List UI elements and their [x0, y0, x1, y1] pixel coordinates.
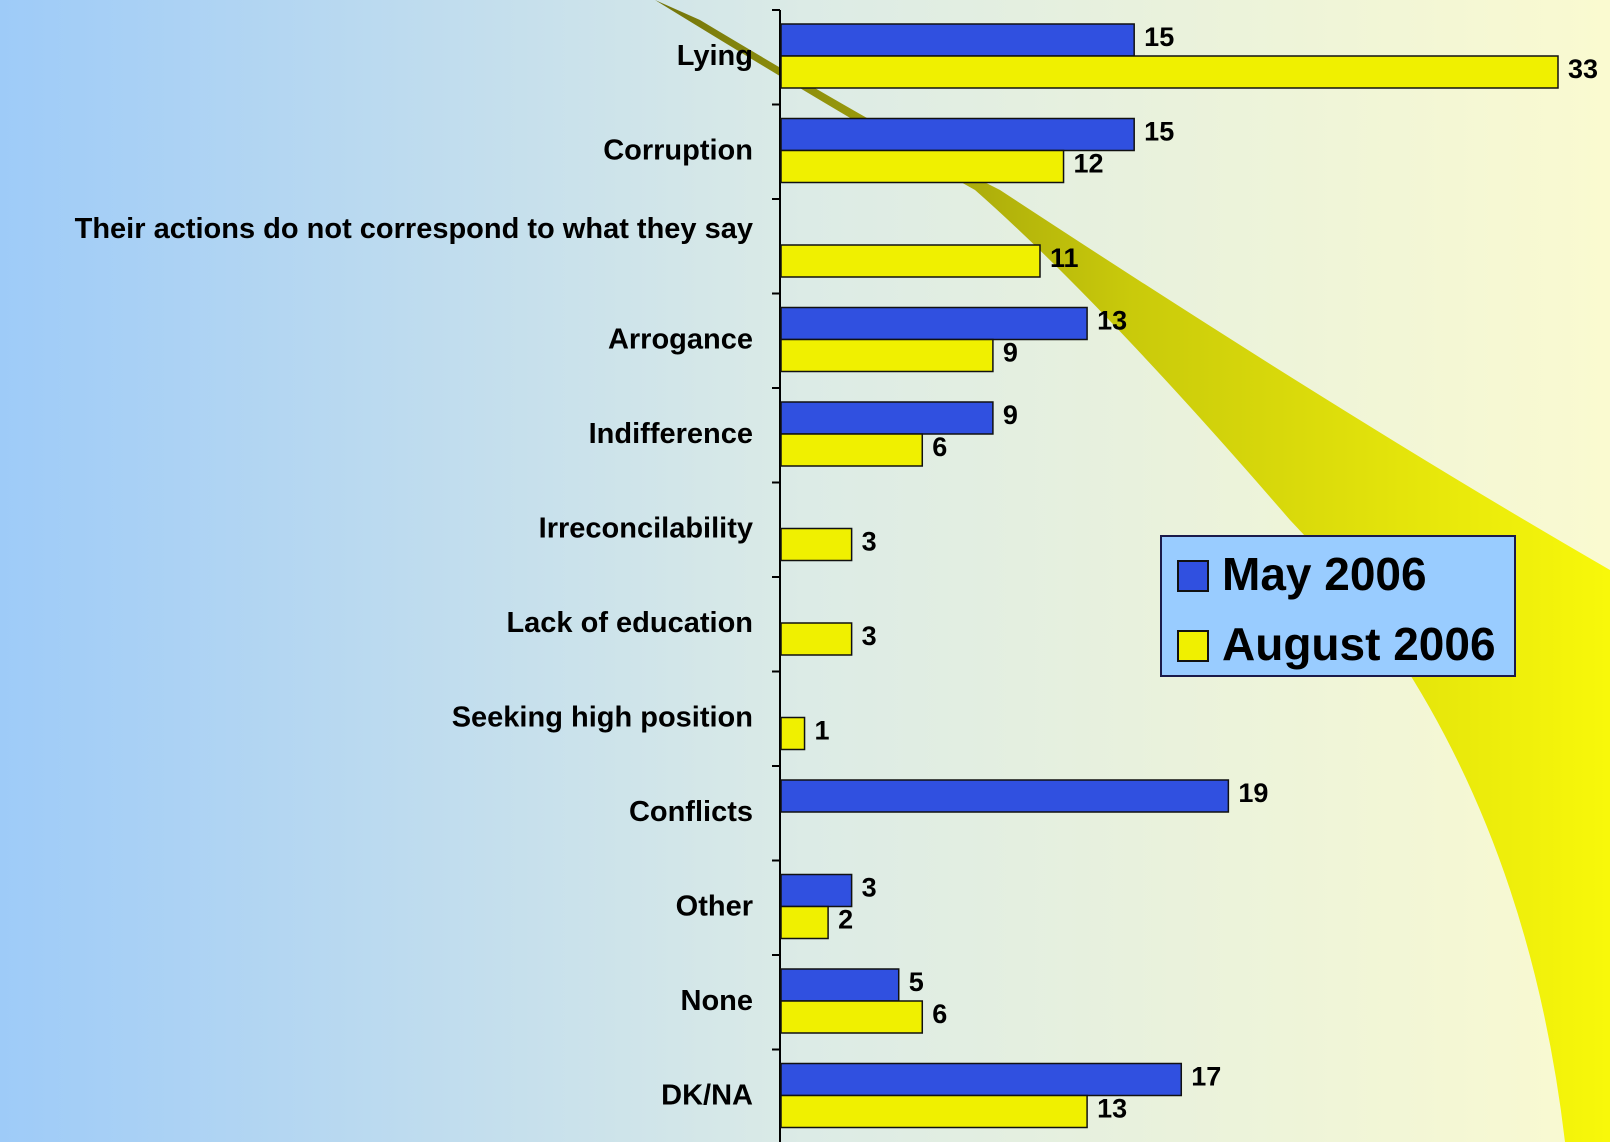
category-label: Arrogance	[608, 323, 753, 355]
value-label: 6	[932, 432, 947, 462]
category-label: DK/NA	[661, 1079, 753, 1111]
value-label: 9	[1003, 338, 1018, 368]
bar	[780, 433, 924, 467]
value-label: 17	[1191, 1062, 1221, 1092]
bar	[780, 779, 1230, 813]
category-label: Indifference	[589, 418, 753, 450]
bar	[780, 149, 1065, 184]
value-label: 5	[909, 967, 924, 997]
category-label: Other	[676, 890, 753, 922]
value-label: 6	[932, 999, 947, 1029]
value-label: 15	[1144, 22, 1174, 52]
bar	[780, 244, 1041, 278]
bar	[780, 117, 1135, 152]
bar	[780, 401, 994, 435]
value-label: 15	[1144, 117, 1174, 147]
bar	[780, 1094, 1088, 1129]
value-label: 3	[862, 621, 877, 651]
value-label: 11	[1050, 243, 1079, 273]
value-label: 33	[1568, 54, 1598, 84]
category-label: None	[681, 985, 754, 1017]
legend-swatch	[1177, 560, 1209, 592]
bar	[780, 338, 994, 373]
legend-label: May 2006	[1222, 548, 1427, 600]
bar	[780, 23, 1135, 57]
value-label: 2	[838, 905, 853, 935]
value-label: 3	[862, 873, 877, 903]
legend-label: August 2006	[1222, 618, 1496, 670]
legend-box	[1160, 535, 1516, 677]
value-label: 19	[1238, 778, 1268, 808]
bar	[780, 622, 853, 656]
value-label: 13	[1097, 1094, 1127, 1124]
value-label: 1	[815, 716, 830, 746]
value-label: 3	[862, 527, 877, 557]
bar	[780, 873, 853, 908]
legend-swatch	[1177, 630, 1209, 662]
category-label: Lack of education	[506, 607, 753, 639]
legend: May 2006 August 2006	[1160, 535, 1516, 677]
category-label: Irreconcilability	[539, 512, 753, 544]
bar	[780, 1062, 1183, 1097]
category-label: Their actions do not correspond to what …	[75, 213, 753, 245]
bar	[780, 716, 806, 751]
value-label: 12	[1074, 149, 1104, 179]
bar	[780, 968, 900, 1002]
value-label: 13	[1097, 306, 1127, 336]
bar	[780, 306, 1088, 341]
category-label: Seeking high position	[452, 701, 753, 733]
category-label: Conflicts	[629, 796, 753, 828]
category-label: Lying	[677, 40, 753, 72]
bar	[780, 527, 853, 562]
bar	[780, 1000, 924, 1034]
category-label: Corruption	[603, 134, 753, 166]
value-label: 9	[1003, 400, 1018, 430]
bar	[780, 905, 829, 940]
bar	[780, 55, 1559, 89]
